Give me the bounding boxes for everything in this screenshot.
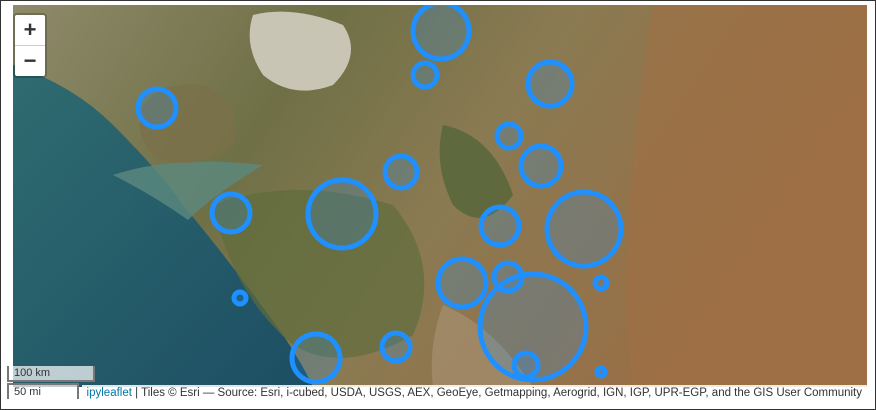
circle-marker[interactable] <box>594 365 608 379</box>
circle-marker[interactable] <box>525 59 575 109</box>
attribution: ipyleaflet | Tiles © Esri — Source: Esri… <box>81 385 867 402</box>
circle-marker[interactable] <box>478 204 522 248</box>
circle-marker[interactable] <box>379 330 413 364</box>
circle-marker[interactable] <box>477 271 589 383</box>
circle-marker[interactable] <box>435 256 489 310</box>
circle-marker[interactable] <box>518 143 564 189</box>
circle-marker[interactable] <box>511 350 541 380</box>
circle-marker[interactable] <box>410 5 472 62</box>
circle-marker[interactable] <box>231 289 249 307</box>
circle-marker[interactable] <box>209 191 253 235</box>
circle-marker[interactable] <box>382 153 420 191</box>
attribution-separator: | <box>131 387 142 399</box>
circle-markers-layer <box>135 5 624 385</box>
circle-marker[interactable] <box>289 331 343 385</box>
satellite-basemap <box>13 5 867 387</box>
circle-marker[interactable] <box>305 177 379 251</box>
circle-marker[interactable] <box>544 189 624 269</box>
circle-marker[interactable] <box>494 121 524 151</box>
circle-marker[interactable] <box>592 274 610 292</box>
scale-bar-metric: 100 km <box>7 366 95 382</box>
circle-marker[interactable] <box>410 60 440 90</box>
attribution-text: Tiles © Esri — Source: Esri, i-cubed, US… <box>141 387 862 399</box>
zoom-control: + − <box>13 13 47 78</box>
circle-marker[interactable] <box>135 86 179 130</box>
scale-bar-imperial: 50 mi <box>7 383 79 399</box>
attribution-ipyleaflet-link[interactable]: ipyleaflet <box>86 387 132 399</box>
zoom-in-button[interactable]: + <box>23 17 37 42</box>
zoom-out-button[interactable]: − <box>15 45 45 76</box>
map-canvas[interactable] <box>13 5 867 387</box>
